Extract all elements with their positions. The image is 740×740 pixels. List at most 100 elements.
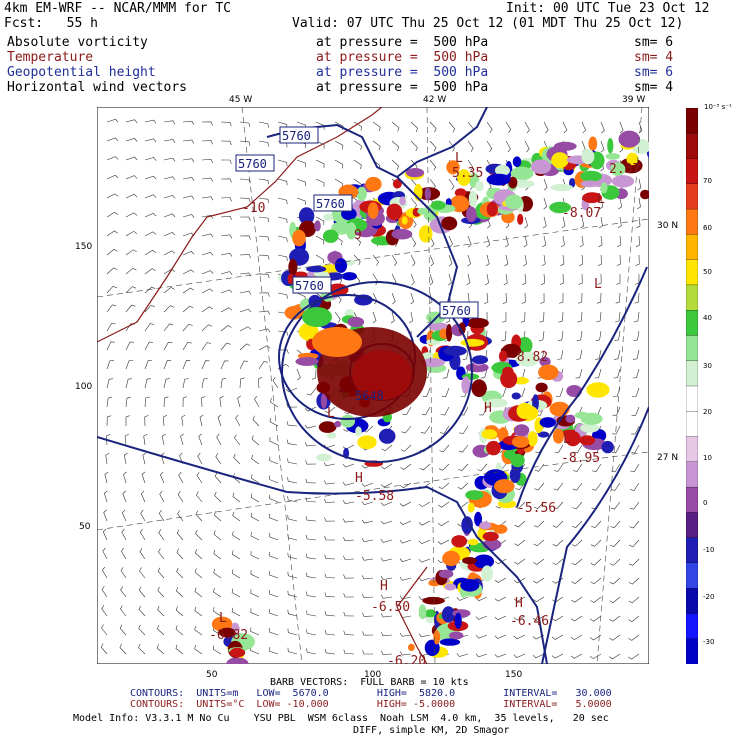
vorticity-blob [446, 160, 460, 175]
vorticity-blob [422, 596, 445, 605]
wind-barb [235, 414, 241, 427]
wind-barb [315, 159, 325, 168]
wind-barb [160, 471, 165, 484]
wind-barb [570, 634, 583, 641]
wind-barb [323, 462, 336, 467]
vorticity-blob [600, 182, 608, 194]
wind-barb [201, 214, 214, 219]
field-name-temperature: Temperature [7, 50, 94, 65]
wind-barb [524, 216, 528, 229]
wind-barb [182, 323, 193, 332]
wind-barb [609, 634, 621, 641]
field-name-vorticity: Absolute vorticity [7, 35, 148, 50]
wind-barb [277, 159, 288, 167]
wind-barb [239, 308, 252, 313]
wind-barb [421, 406, 431, 416]
wind-barb [324, 535, 336, 541]
wind-barb [614, 349, 621, 360]
vorticity-blob [495, 164, 510, 176]
wind-barb [182, 214, 195, 218]
wind-barb [572, 482, 583, 491]
vorticity-blob [471, 355, 489, 365]
wind-barb [610, 501, 621, 510]
wind-barb [258, 328, 271, 333]
wind-barb [559, 293, 564, 304]
vorticity-blob [378, 428, 396, 444]
wind-barb [239, 197, 251, 203]
wind-barb [484, 292, 489, 305]
wind-barb [277, 178, 288, 186]
wind-barb [296, 159, 306, 168]
wind-barb [194, 606, 203, 617]
wind-barb [304, 406, 317, 412]
vorticity-blob [579, 435, 596, 446]
vorticity-blob [530, 159, 552, 175]
wind-barb [400, 444, 412, 452]
wind-barb [269, 437, 279, 446]
wind-barb [258, 310, 271, 315]
wind-barb [163, 176, 176, 181]
wind-barb [258, 345, 271, 351]
vorticity-blob [494, 479, 515, 494]
wind-barb [220, 197, 232, 202]
wind-barb [552, 558, 564, 566]
wind-barb [381, 650, 393, 655]
wind-barb [475, 653, 488, 658]
wind-barb [533, 520, 545, 528]
colorbar-unit: 10⁻⁵ s⁻¹ [704, 103, 732, 111]
x-tick-100: 100 [364, 670, 382, 680]
wind-barb [581, 121, 586, 134]
wind-barb [258, 235, 270, 241]
wind-barb [250, 531, 260, 541]
wind-barb [161, 433, 166, 446]
forecast-hour: Fcst: 55 h [4, 16, 98, 31]
wind-barb [296, 368, 301, 381]
annot-l-1: L [219, 611, 227, 626]
wind-barb [577, 292, 583, 304]
colorbar-swatch [686, 385, 698, 412]
vorticity-blob [586, 382, 610, 398]
wind-barb [462, 349, 469, 361]
vorticity-blob [392, 179, 402, 189]
wind-barb [618, 197, 623, 210]
wind-barb [250, 570, 260, 579]
y-tick-50: 50 [79, 522, 91, 532]
wind-barb [609, 596, 621, 604]
wind-barb [220, 252, 233, 257]
vorticity-blob [610, 162, 626, 176]
wind-barb [237, 395, 241, 408]
wind-barb [159, 490, 165, 503]
wind-barb [306, 648, 317, 655]
wind-barb [162, 415, 168, 427]
colorbar-swatch [686, 133, 698, 160]
wind-barb [571, 539, 583, 547]
wind-barb [220, 307, 233, 313]
wind-barb [182, 177, 195, 181]
annot-895: -8.95 [561, 451, 600, 466]
annot-temp-m10: -10 [242, 201, 265, 216]
wind-barb [619, 121, 624, 134]
wind-barb [285, 387, 298, 393]
wind-barb [144, 415, 149, 427]
wind-barb [410, 235, 417, 248]
wind-barb [194, 625, 203, 636]
wind-barb [251, 454, 260, 465]
wind-barb [163, 120, 176, 125]
wind-barb [125, 286, 137, 294]
wind-barb [106, 304, 117, 313]
wind-barb [213, 549, 222, 560]
wind-barb [105, 452, 110, 465]
wind-barb [571, 520, 583, 528]
wind-barb [106, 360, 115, 370]
vorticity-blob [515, 351, 539, 367]
valid-time: Valid: 07 UTC Thu 25 Oct 12 (01 MDT Thu … [292, 16, 684, 31]
vorticity-blob [365, 176, 382, 192]
wind-barb [440, 425, 450, 434]
wind-barb [106, 174, 119, 180]
vorticity-blob [424, 187, 431, 201]
wind-barb [466, 273, 471, 286]
annot-l-4: L [594, 277, 602, 292]
wind-barb [144, 286, 156, 294]
wind-barb [502, 292, 507, 304]
wind-barb [213, 511, 222, 522]
